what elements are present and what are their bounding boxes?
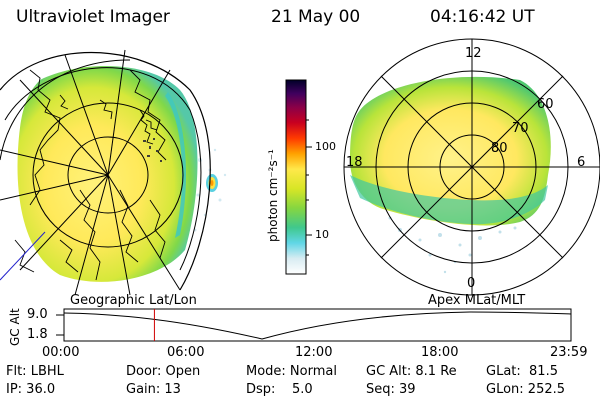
status-gain: Gain: 13 (126, 382, 181, 397)
auroral-emission-right (350, 76, 551, 226)
timeline-xtick-1200: 12:00 (295, 345, 333, 360)
status-glon: GLon: 252.5 (486, 382, 566, 397)
mlat-label-60: 60 (537, 97, 554, 112)
date-label: 21 May 00 (271, 7, 361, 27)
mlt-label-6: 6 (577, 155, 586, 170)
timeline-xtick-1800: 18:00 (421, 345, 459, 360)
status-seq: Seq: 39 (366, 382, 416, 397)
timeline-ytick-9: 9.0 (27, 307, 48, 322)
status-mode: Mode: Normal (246, 364, 337, 379)
status-ip: IP: 36.0 (6, 382, 56, 397)
colorbar-tick-10: 10 (315, 228, 329, 241)
status-glat: GLat: 81.5 (486, 364, 558, 379)
timeline-xtick-2359: 23:59 (550, 345, 588, 360)
timeline-axis-label: GC Alt (8, 308, 22, 346)
status-filter: Flt: LBHL (6, 364, 64, 379)
timeline-ytick-1-8: 1.8 (27, 327, 48, 342)
colorbar-tick-100: 100 (315, 140, 336, 153)
timeline-xtick-0000: 00:00 (42, 345, 80, 360)
mlt-label-18: 18 (346, 155, 363, 170)
geographic-map (0, 49, 227, 295)
status-door: Door: Open (126, 364, 201, 379)
timeline-xtick-0600: 06:00 (167, 345, 205, 360)
mlt-label-12: 12 (465, 46, 482, 61)
mlat-label-80: 80 (491, 141, 508, 156)
apex-projection-label: Apex MLat/MLT (428, 293, 526, 308)
polar-map (343, 38, 600, 296)
status-dsp: Dsp: 5.0 (246, 382, 313, 397)
status-gc-alt: GC Alt: 8.1 Re (366, 364, 457, 379)
colorbar (285, 79, 312, 275)
geographic-projection-label: Geographic Lat/Lon (70, 293, 197, 308)
instrument-title: Ultraviolet Imager (16, 7, 170, 27)
mlat-label-70: 70 (512, 121, 529, 136)
time-label: 04:16:42 UT (430, 7, 535, 27)
altitude-timeline (56, 308, 572, 342)
mlt-label-0: 0 (467, 276, 476, 291)
colorbar-unit-label: photon cm⁻²s⁻¹ (266, 149, 280, 242)
